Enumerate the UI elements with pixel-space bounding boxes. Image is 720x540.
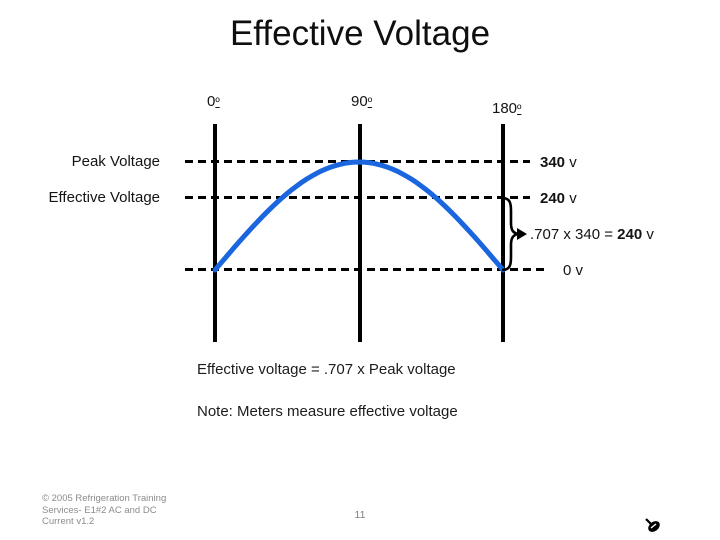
footer-line-2: Services- E1#2 AC and DC: [42, 504, 157, 516]
effective-formula-text: Effective voltage = .707 x Peak voltage: [197, 361, 456, 378]
footer-line-1: © 2005 Refrigeration Training: [42, 493, 167, 504]
zero-value-label: 0 v: [563, 262, 584, 279]
footer-line-3: Current v1.2: [42, 516, 95, 527]
effective-voltage-label: Effective Voltage: [48, 189, 160, 206]
angle-label-180deg: 180º: [492, 100, 522, 117]
mouse-icon: [645, 518, 660, 532]
logo-red-square: [620, 516, 641, 534]
logo-blue-square: [641, 516, 664, 534]
page-number: 11: [354, 509, 366, 521]
peak-value-label: 340 v: [540, 154, 577, 171]
slide-title: Effective Voltage: [229, 14, 491, 53]
phase-line-0deg: [213, 124, 217, 342]
peak-voltage-label: Peak Voltage: [71, 153, 160, 170]
dashed-line-effective: [185, 196, 530, 199]
dashed-line-zero: [185, 268, 545, 271]
footer-copyright: © 2005 Refrigeration Training Services- …: [42, 493, 212, 528]
brace-icon: [501, 196, 527, 272]
arrow-right-icon: [517, 228, 527, 240]
rts-logo: [620, 516, 664, 534]
phase-line-90deg: [358, 124, 362, 342]
angle-label-90deg: 90º: [351, 93, 373, 110]
dashed-line-peak: [185, 160, 530, 163]
angle-label-0deg: 0º: [207, 93, 220, 110]
note-text: Note: Meters measure effective voltage: [197, 403, 458, 420]
formula-annotation: .707 x 340 = 240 v: [530, 226, 654, 243]
effective-value-label: 240 v: [540, 190, 577, 207]
